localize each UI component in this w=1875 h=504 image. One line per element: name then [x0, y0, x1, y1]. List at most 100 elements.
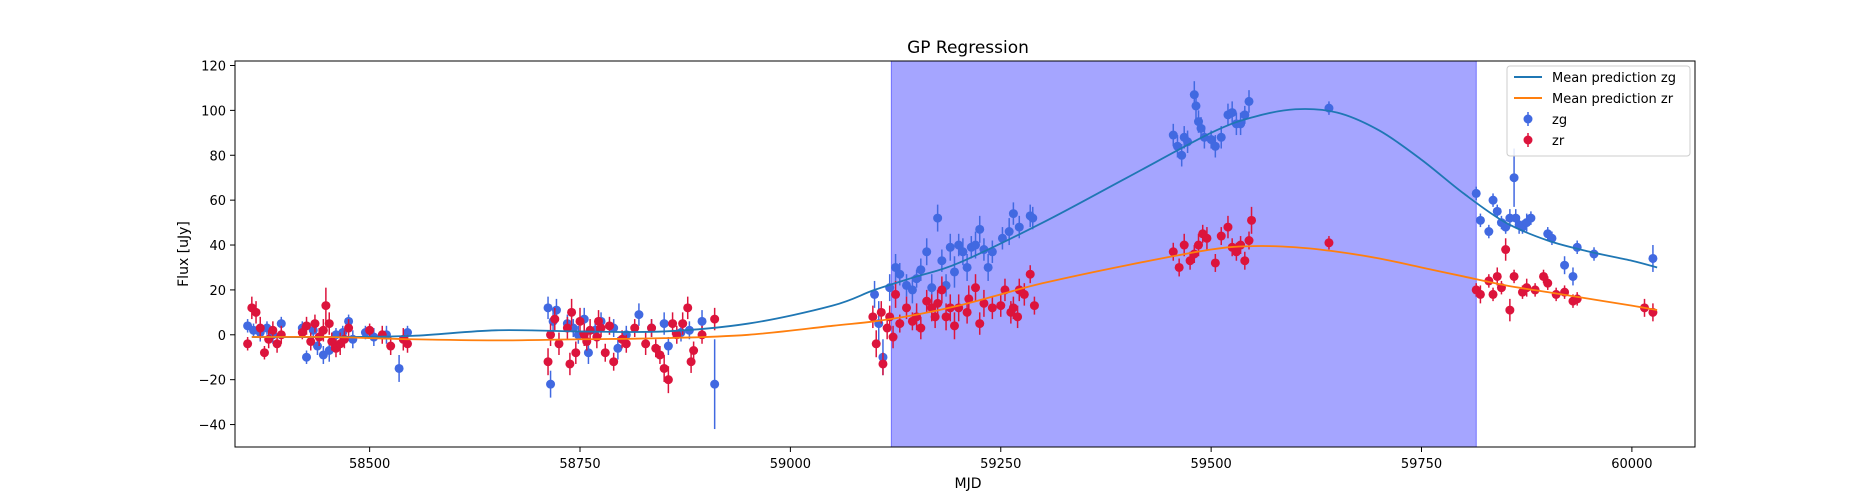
data-point [592, 333, 601, 342]
data-point [586, 326, 595, 335]
legend: Mean prediction zgMean prediction zrzgzr [1507, 66, 1690, 156]
data-point [878, 359, 887, 368]
data-point [1180, 241, 1189, 250]
legend-label: Mean prediction zr [1552, 92, 1674, 107]
data-point [1568, 272, 1577, 281]
data-point [256, 324, 265, 333]
data-point [1648, 254, 1657, 263]
data-point [601, 348, 610, 357]
y-tick-label: 80 [209, 149, 226, 164]
data-point [609, 357, 618, 366]
data-point [243, 339, 252, 348]
data-point [971, 283, 980, 292]
data-point [1476, 216, 1485, 225]
data-point [1009, 303, 1018, 312]
data-point [895, 270, 904, 279]
data-point [1028, 214, 1037, 223]
x-tick-label: 59500 [1190, 457, 1231, 472]
data-point [252, 308, 261, 317]
data-point [1191, 101, 1200, 110]
chart-title: GP Regression [907, 38, 1029, 58]
data-point [1005, 227, 1014, 236]
data-point [268, 326, 277, 335]
data-point [937, 285, 946, 294]
data-point [1510, 272, 1519, 281]
y-tick-label: 100 [201, 104, 226, 119]
data-point [872, 339, 881, 348]
data-point [996, 301, 1005, 310]
data-point [946, 243, 955, 252]
data-point [344, 324, 353, 333]
data-point [868, 312, 877, 321]
data-point [891, 290, 900, 299]
data-point [565, 359, 574, 368]
data-point [1177, 151, 1186, 160]
data-point [1484, 227, 1493, 236]
data-point [916, 324, 925, 333]
x-tick-label: 60000 [1611, 457, 1652, 472]
data-point [1202, 234, 1211, 243]
data-point [950, 267, 959, 276]
data-point [942, 312, 951, 321]
legend-label: zr [1552, 134, 1565, 149]
data-point [689, 346, 698, 355]
data-point [710, 315, 719, 324]
data-point [889, 333, 898, 342]
data-point [1245, 236, 1254, 245]
data-point [1510, 173, 1519, 182]
data-point [1013, 312, 1022, 321]
data-point [1236, 241, 1245, 250]
data-point [365, 326, 374, 335]
data-point [1217, 232, 1226, 241]
data-point [386, 342, 395, 351]
data-point [1245, 97, 1254, 106]
data-point [1240, 256, 1249, 265]
data-point [1489, 290, 1498, 299]
data-point [1526, 214, 1535, 223]
data-point [1501, 245, 1510, 254]
data-point [958, 247, 967, 256]
data-point [622, 339, 631, 348]
data-point [683, 303, 692, 312]
data-point [660, 319, 669, 328]
data-point [1030, 301, 1039, 310]
data-point [1026, 270, 1035, 279]
y-tick-label: 120 [201, 59, 226, 74]
x-tick-label: 59000 [770, 457, 811, 472]
data-point [660, 364, 669, 373]
y-axis-label: Flux [uJy] [176, 221, 192, 287]
data-point [698, 317, 707, 326]
data-point [302, 353, 311, 362]
data-point [310, 319, 319, 328]
y-tick-label: −20 [199, 374, 226, 389]
data-point [1190, 90, 1199, 99]
data-point [552, 306, 561, 315]
data-point [988, 303, 997, 312]
y-tick-label: 60 [209, 194, 226, 209]
data-point [1015, 223, 1024, 232]
y-tick-label: 0 [218, 329, 226, 344]
data-point [1560, 261, 1569, 270]
x-tick-label: 58750 [559, 457, 600, 472]
data-point [260, 348, 269, 357]
data-point [933, 214, 942, 223]
x-axis-label: MJD [955, 476, 982, 492]
data-point [1223, 223, 1232, 232]
data-point [544, 357, 553, 366]
legend-label: Mean prediction zg [1552, 71, 1676, 86]
legend-marker-swatch [1524, 115, 1533, 124]
data-point [916, 265, 925, 274]
data-point [1194, 241, 1203, 250]
data-point [902, 303, 911, 312]
data-point [975, 225, 984, 234]
data-point [664, 342, 673, 351]
data-point [321, 301, 330, 310]
y-tick-label: 20 [209, 284, 226, 299]
y-tick-label: −40 [199, 419, 226, 434]
data-point [613, 344, 622, 353]
legend-marker-swatch [1524, 136, 1533, 145]
data-point [550, 315, 559, 324]
data-point [546, 380, 555, 389]
